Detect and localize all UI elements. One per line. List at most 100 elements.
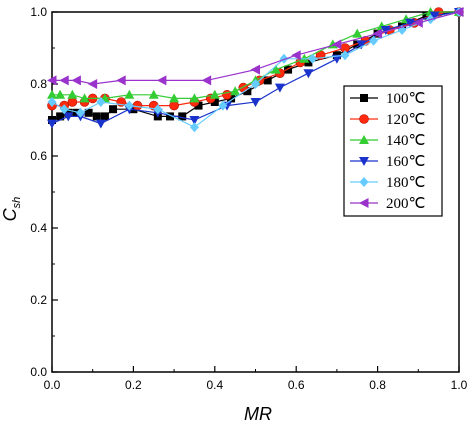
data-point [124,100,134,111]
legend-marker [359,177,369,187]
data-point [303,69,314,79]
data-point [166,112,175,121]
data-point [243,87,252,96]
data-point [92,112,101,121]
data-point [47,97,57,107]
data-point [210,98,219,106]
data-point [331,39,342,50]
data-point [250,98,261,107]
data-point [84,108,93,117]
data-point [169,100,179,111]
x-tick-label: 0.8 [369,378,386,392]
series-line [52,11,460,85]
data-point [263,76,272,85]
data-point [238,82,249,93]
data-point [307,53,317,64]
legend: 100℃ 120℃ 140℃ 160℃ 180℃ 200℃ [343,85,443,217]
legend-item: 120℃ [350,112,425,128]
data-point [372,28,383,39]
data-point [47,75,57,86]
x-tick-label: 0.0 [44,378,61,392]
data-point [116,75,126,86]
data-point [274,83,285,93]
x-tick-label: 0.6 [288,378,305,392]
data-point [356,40,367,50]
data-point [380,26,391,35]
data-point [100,112,109,121]
legend-marker [359,114,369,124]
x-tick-label: 1.0 [451,378,468,392]
x-tick-label: 0.4 [206,378,223,392]
y-axis-title-sub: sh [11,197,23,209]
y-tick-label: 0.8 [30,77,47,91]
legend-item: 140℃ [350,133,425,149]
data-point [201,75,212,86]
data-point [67,89,78,99]
series-5 [47,7,464,133]
data-point [270,64,281,74]
legend-item: 180℃ [350,175,425,191]
data-point [429,11,440,21]
data-point [340,50,350,61]
data-point [79,93,90,103]
legend-item: 200℃ [350,196,425,212]
data-point [251,79,260,89]
data-point [47,119,57,129]
legend-label: 100℃ [386,91,425,107]
data-point [59,75,69,86]
data-point [56,112,65,121]
series-layer [47,7,464,133]
y-tick-label: 0.4 [30,221,47,235]
data-point [189,93,200,103]
data-point [291,50,301,61]
data-point [250,64,260,75]
data-point [124,89,135,99]
data-point [59,104,69,115]
legend-item: 100℃ [350,91,425,107]
data-point [132,100,143,111]
data-point [178,112,187,121]
data-point [284,65,293,74]
x-axis-title: MR [244,404,272,424]
data-point [55,89,66,99]
data-point [189,116,200,125]
data-point [189,122,199,133]
data-point [230,86,241,96]
data-point [169,93,180,103]
svg-text:Csh: Csh [0,197,23,222]
data-point [227,94,236,103]
data-point [209,89,220,99]
y-tick-label: 0.6 [30,149,47,163]
legend-label: 160℃ [386,154,425,170]
series-6 [47,7,464,89]
legend-label: 200℃ [386,196,425,212]
legend-marker [359,135,369,144]
y-tick-label: 1.0 [30,5,47,19]
data-point [67,97,78,107]
data-point [405,18,416,28]
data-point [96,97,106,107]
data-point [352,28,363,38]
data-point [331,54,342,64]
data-point [153,104,163,115]
data-point [413,17,423,28]
data-point [87,79,98,89]
legend-label: 120℃ [386,112,425,128]
legend-box [343,85,443,217]
series-line [52,11,459,99]
data-point [109,105,118,114]
data-point [95,119,106,129]
y-tick-label: 0.2 [30,293,47,307]
data-point [454,7,464,17]
legend-label: 140℃ [386,133,425,149]
data-point [353,40,362,49]
axis-ticks: 0.0 0.2 0.4 0.6 0.8 1.0 0.0 0.2 0.4 0.6 0.8 1.0 [30,5,467,392]
legend-item: 160℃ [350,154,425,170]
data-point [63,112,74,122]
series-line [51,11,460,128]
legend-label: 180℃ [386,175,425,191]
legend-marker [359,157,369,166]
data-point [71,75,81,86]
data-point [279,53,289,64]
y-axis-title-main: C [0,207,20,221]
